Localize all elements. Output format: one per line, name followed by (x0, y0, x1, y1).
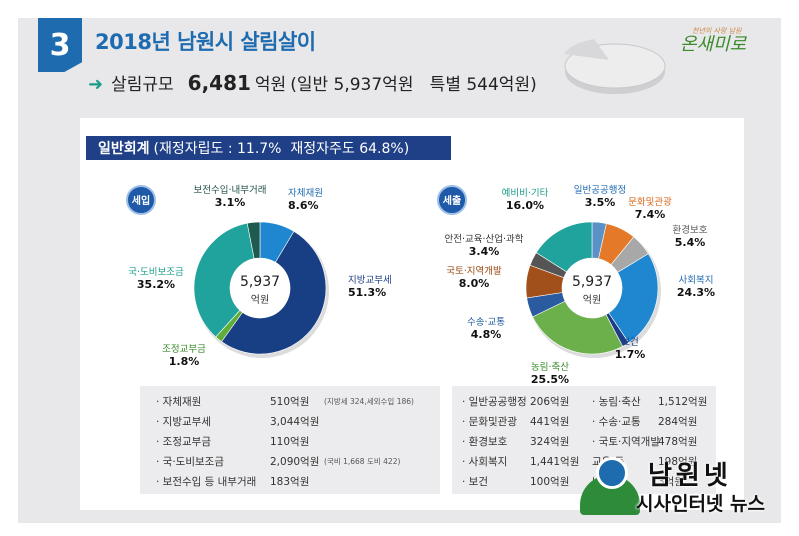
decorative-pie-icon (564, 39, 666, 94)
slice-label: 농림·축산 (531, 361, 569, 373)
slice-percent-label: 7.4% (635, 208, 666, 221)
expense-item-name: · 보건 (462, 476, 488, 488)
expense-item-amount: 441억원 (530, 416, 570, 428)
expense-item-name: · 국토·지역개발 (592, 436, 660, 448)
revenue-item-amount: 110억원 (270, 436, 310, 448)
slice-percent-label: 24.3% (677, 286, 715, 299)
slice-percent-label: 3.1% (215, 196, 246, 209)
revenue-item-name: · 조정교부금 (156, 436, 211, 448)
revenue-item-amount: 510억원 (270, 396, 310, 408)
slice-percent-label: 4.8% (471, 328, 502, 341)
slice-label: 사회복지 (679, 275, 714, 286)
city-logo: 천년의 사랑 남원 온새미로 (680, 27, 747, 56)
section-title: 2018년 남원시 살림살이 (95, 30, 316, 54)
expense-item-amount: 478억원 (658, 436, 698, 448)
expense-item-amount: 3억원 (658, 476, 685, 488)
slice-label: 국토·지역개발 (446, 266, 502, 277)
panel-title: 일반회계 (98, 141, 150, 157)
expense-item-name: · 수송·교통 (592, 416, 641, 428)
slice-label: 조정교부금 (162, 344, 206, 355)
expense-item-amount: 284억원 (658, 416, 698, 428)
panel-subtitle: (재정자립도 : 11.7% 재정자주도 64.8%) (153, 141, 410, 157)
slice-percent-label: 8.0% (459, 277, 490, 290)
slice-percent-label: 1.7% (615, 348, 646, 361)
chart-title: 세입 (132, 194, 150, 207)
center-unit: 억원 (583, 294, 601, 306)
slice-label: 자체재원 (288, 188, 323, 199)
revenue-item-name: · 지방교부세 (156, 416, 211, 428)
expense-item-amount: 206억원 (530, 396, 570, 408)
chart-title-badge (437, 185, 467, 215)
summary-unit: 억원 (254, 75, 287, 95)
slice-percent-label: 51.3% (348, 286, 386, 299)
logo-subtext: 천년의 사랑 남원 (692, 27, 742, 35)
expense-item-name: · 농림·축산 (592, 396, 641, 408)
revenue-item-amount: 3,044억원 (270, 416, 320, 428)
slice-percent-label: 35.2% (137, 278, 175, 291)
section-number-tab: 3 (38, 18, 82, 72)
budget-summary: ➜ 살림규모 6,481 억원 (일반 5,937억원 특별 544억원) (88, 70, 537, 95)
expense-item-name: · 일반공공행정 (462, 396, 527, 408)
chart-title: 세출 (443, 194, 461, 207)
expense-table: · 일반공공행정 206억원 · 문화및관광 441억원 · 환경보호 324억원 · 사회… (452, 386, 716, 494)
slice-percent-label: 8.6% (288, 199, 319, 212)
chart-title-badge (126, 185, 156, 215)
summary-detail: (일반 5,937억원 특별 544억원) (290, 75, 537, 95)
donut-hole (562, 258, 622, 318)
center-unit: 억원 (251, 294, 269, 306)
slice-percent-label: 3.4% (469, 245, 500, 258)
watermark: 남원넷 시사인터넷 뉴스 (580, 455, 790, 535)
slice-percent-label: 25.5% (531, 373, 569, 386)
donut-hole (230, 258, 290, 318)
center-total-value: 5,937 (572, 274, 612, 290)
expense-item-name: · 사회복지 (462, 456, 508, 468)
expense-item-amount: 324억원 (530, 436, 570, 448)
expense-item-amount: 198억원 (658, 456, 698, 468)
watermark-title: 남원넷 (648, 461, 732, 491)
slice-label: 문화및관광 (628, 196, 672, 208)
revenue-item-amount: 2,090억원 (270, 456, 320, 468)
revenue-item-name: · 보전수입 등 내부거래 (156, 476, 257, 488)
revenue-item-amount: 183억원 (270, 476, 310, 488)
expense-item-amount: 1,512억원 (658, 396, 708, 408)
slice-percent-label: 5.4% (675, 236, 706, 249)
expense-item-amount: 100억원 (530, 476, 570, 488)
slice-label: 국·도비보조금 (128, 267, 184, 278)
expense-item-amount: 1,441억원 (530, 456, 580, 468)
summary-total: 6,481 (187, 71, 251, 95)
summary-label: 살림규모 (111, 75, 174, 95)
logo-text: 온새미로 (680, 34, 747, 55)
center-total-value: 5,937 (240, 274, 280, 290)
slice-label: 예비비·기타 (502, 188, 549, 199)
slice-label: 환경보호 (673, 224, 708, 236)
watermark-subtitle: 시사인터넷 뉴스 (636, 493, 765, 515)
expense-item-name: · 문화및관광 (462, 416, 517, 428)
revenue-table: · 자체재원 510억원 (지방세 324,세외수입 186) · 지방교부세 3,04… (140, 386, 440, 494)
arrow-right-icon: ➜ (88, 74, 104, 95)
expense-item-name: · 환경보호 (462, 436, 508, 448)
slice-label: 일반공공행정 (574, 184, 626, 196)
slice-label: 수송·교통 (467, 317, 505, 328)
panel-header: 일반회계 (재정자립도 : 11.7% 재정자주도 64.8%) (86, 136, 451, 160)
revenue-item-name: · 자체재원 (156, 396, 202, 408)
slice-label: 보건 (621, 337, 638, 348)
slice-percent-label: 16.0% (506, 199, 544, 212)
revenue-item-note: (국비 1,668 도비 422) (324, 457, 401, 466)
slice-percent-label: 3.5% (585, 196, 616, 209)
watermark-emblem-icon (596, 457, 628, 489)
slice-label: 안전·교육·산업·과학 (445, 233, 524, 245)
revenue-item-name: · 국·도비보조금 (156, 456, 224, 468)
slice-label: 지방교부세 (348, 275, 392, 286)
slice-percent-label: 1.8% (169, 355, 200, 368)
slice-label: 보전수입·내부거래 (194, 184, 267, 196)
revenue-item-note: (지방세 324,세외수입 186) (324, 397, 414, 406)
